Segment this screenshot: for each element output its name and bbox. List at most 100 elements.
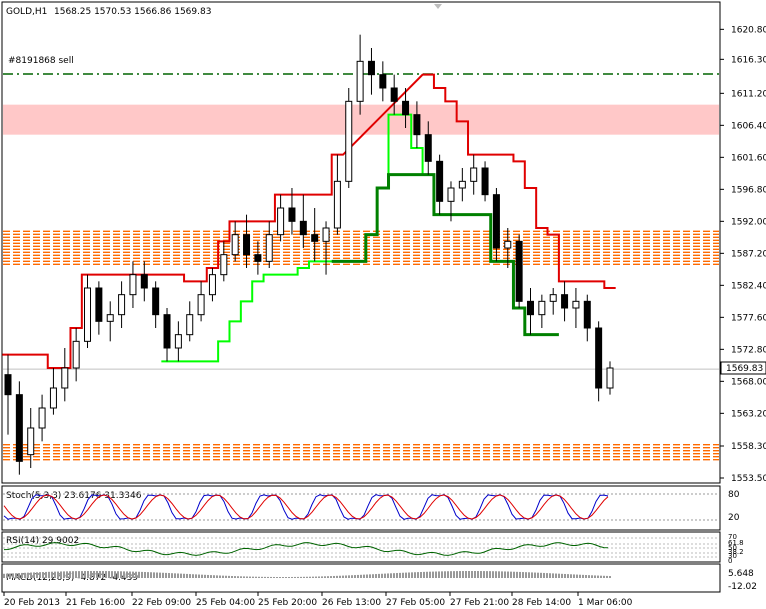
zones-layer xyxy=(3,73,719,461)
candle-body xyxy=(15,394,23,462)
candle-body xyxy=(265,234,273,262)
candle-body xyxy=(345,100,353,182)
candle-body xyxy=(367,60,375,76)
stoch-level-80: 80 xyxy=(728,490,740,500)
candle-body xyxy=(322,227,330,242)
candle-body xyxy=(538,300,546,316)
candle-body xyxy=(38,407,46,429)
price-tick-label: 1596.80 xyxy=(731,185,766,195)
time-tick-label: 28 Feb 14:00 xyxy=(512,598,571,608)
time-tick-label: 1 Mar 06:00 xyxy=(578,598,633,608)
candles-layer xyxy=(4,34,614,475)
candle-body xyxy=(481,167,489,196)
price-tick-label: 1558.30 xyxy=(731,442,766,452)
price-tick-label: 1616.30 xyxy=(731,55,766,65)
macd-level-high: 5.648 xyxy=(728,569,754,579)
candle-body xyxy=(447,187,455,202)
candle-body xyxy=(402,100,410,116)
price-tick-label: 1582.40 xyxy=(731,281,766,291)
scroll-marker-icon[interactable] xyxy=(434,4,442,9)
candle-body xyxy=(243,234,251,256)
candle-body xyxy=(220,254,228,276)
candle-body xyxy=(231,234,239,256)
stoch-label: Stoch(5,3,3) 23.6176 31.3346 xyxy=(6,491,142,501)
candle-body xyxy=(311,234,319,242)
candle-body xyxy=(333,180,341,229)
candle-body xyxy=(106,314,114,322)
candle-body xyxy=(61,367,69,389)
price-tick-label: 1592.00 xyxy=(731,217,766,227)
candle-body xyxy=(49,387,57,409)
stoch-level-20: 20 xyxy=(728,513,740,523)
time-tick-label: 22 Feb 09:00 xyxy=(132,598,191,608)
price-tick-label: 1620.80 xyxy=(731,25,766,35)
price-tick-label: 1601.60 xyxy=(731,153,766,163)
symbol-title: GOLD,H1 xyxy=(6,7,47,17)
time-tick-label: 20 Feb 2013 xyxy=(4,598,60,608)
candle-body xyxy=(72,340,80,369)
ohlc-values: 1568.25 1570.53 1566.86 1569.83 xyxy=(54,7,211,17)
candle-body xyxy=(583,300,591,329)
rsi-levels: 70 61.8 50 38.2 30 0 xyxy=(728,533,744,565)
stoch-lines xyxy=(3,493,719,521)
candle-body xyxy=(515,240,523,302)
candle-body xyxy=(561,294,569,309)
candle-body xyxy=(492,194,500,249)
rsi-level-38.2: 38.2 xyxy=(728,548,744,556)
candle-body xyxy=(390,87,398,102)
trailing-stop-green-line xyxy=(161,113,434,363)
price-tick-label: 1577.60 xyxy=(731,313,766,323)
rsi-level-0: 0 xyxy=(728,557,732,565)
candle-body xyxy=(95,287,103,322)
candle-body xyxy=(254,254,262,262)
candle-body xyxy=(163,314,171,349)
candle-body xyxy=(152,287,160,316)
time-tick-label: 21 Feb 16:00 xyxy=(66,598,125,608)
candle-body xyxy=(526,300,534,316)
current-price-label: 1569.83 xyxy=(726,364,763,374)
time-axis: 20 Feb 2013 21 Feb 16:00 22 Feb 09:00 25 Fe… xyxy=(3,592,633,608)
time-tick-label: 25 Feb 20:00 xyxy=(258,598,317,608)
time-tick-label: 27 Feb 05:00 xyxy=(386,598,445,608)
candle-body xyxy=(413,114,421,136)
candle-body xyxy=(458,180,466,189)
candle-body xyxy=(549,294,557,302)
time-tick-label: 27 Feb 21:00 xyxy=(450,598,509,608)
candle-body xyxy=(277,207,285,236)
price-tick-label: 1611.20 xyxy=(731,89,766,99)
rsi-level-50: 50 xyxy=(728,544,737,552)
rsi-level-30: 30 xyxy=(728,552,737,560)
candle-body xyxy=(4,374,12,396)
macd-histogram xyxy=(3,571,611,578)
candle-body xyxy=(197,294,205,316)
stoch-panel xyxy=(1,485,721,531)
candle-body xyxy=(299,220,307,236)
rsi-line-path xyxy=(3,542,609,556)
resistance-zone xyxy=(3,104,719,135)
candle-body xyxy=(129,274,137,296)
candle-body xyxy=(174,334,182,349)
price-tick-label: 1563.20 xyxy=(731,409,766,419)
candle-body xyxy=(595,327,603,389)
price-axis: 1620.80 1616.30 1611.20 1606.40 1601.60 1596.… xyxy=(720,25,766,484)
time-tick-label: 25 Feb 04:00 xyxy=(196,598,255,608)
rsi-label: RSI(14) 29.9002 xyxy=(6,536,79,546)
price-tick-label: 1606.40 xyxy=(731,121,766,131)
time-tick-label: 26 Feb 13:00 xyxy=(322,598,381,608)
candle-body xyxy=(379,74,387,89)
candle-body xyxy=(572,300,580,309)
candle-body xyxy=(140,274,148,289)
rsi-level-70: 70 xyxy=(728,533,737,541)
candle-body xyxy=(470,167,478,182)
candle-body xyxy=(208,274,216,296)
candle-body xyxy=(118,294,126,316)
price-tick-label: 1587.20 xyxy=(731,249,766,259)
candle-body xyxy=(27,427,35,456)
macd-level-low: -12.02 xyxy=(728,582,757,592)
candle-body xyxy=(606,367,614,389)
stoch-signal-line xyxy=(3,494,609,520)
candle-body xyxy=(424,134,432,162)
candle-body xyxy=(356,60,364,102)
candle-body xyxy=(288,207,296,222)
